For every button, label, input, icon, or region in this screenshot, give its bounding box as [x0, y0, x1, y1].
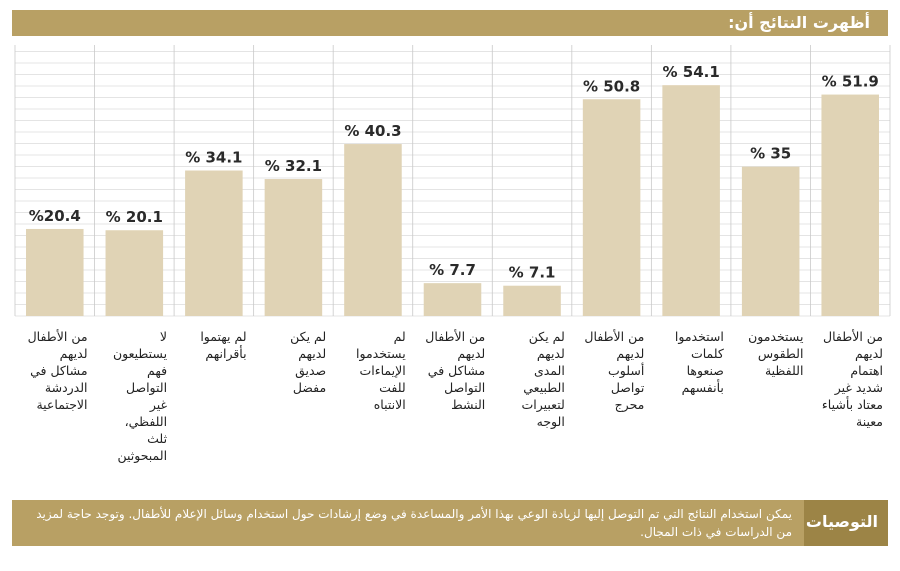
category-label: استخدموا كلمات صنعوها بأنفسهم	[674, 329, 724, 395]
bar-value-label: % 7.1	[509, 264, 556, 282]
recommendations-text: يمكن استخدام النتائج التي تم التوصل إليه…	[36, 507, 792, 539]
category-label: لم يكن لديهم صديق مفضل	[290, 329, 327, 395]
bar	[582, 99, 641, 317]
bar	[741, 166, 800, 316]
bar-chart: %20.4 % 20.1 % 34.1 % 32.1 % 40.3 % 7.7 % 7.1%…	[14, 45, 891, 317]
bar-value-label: % 54.1	[663, 63, 720, 81]
bar	[185, 170, 243, 316]
bar	[264, 179, 323, 316]
bar	[821, 94, 879, 316]
bar-value-label: % 7.7	[429, 261, 476, 279]
category-label: لم يستخدموا الإيماءات للفت الانتباه	[356, 329, 406, 412]
bar-value-label: % 20.1	[106, 208, 163, 226]
category-label: من الأطفال لديهم مشاكل في التواصل النشط	[425, 329, 486, 412]
bar	[423, 283, 482, 316]
recommendations-bar: يمكن استخدام النتائج التي تم التوصل إليه…	[12, 500, 888, 546]
category-label: من الأطفال لديهم أسلوب تواصل محرج	[584, 329, 645, 412]
bar	[662, 85, 720, 316]
bar-value-label: %20.4	[29, 207, 81, 225]
category-label: لم يهتموا بأقرانهم	[200, 329, 247, 361]
bar	[105, 230, 164, 316]
bar	[26, 228, 84, 316]
category-label: من الأطفال لديهم مشاكل في الدردشة الاجتم…	[27, 329, 88, 412]
bar-value-label: % 34.1	[185, 149, 242, 167]
category-label: من الأطفال لديهم اهتمام شديد غير معتاد ب…	[821, 329, 883, 429]
bar-value-label: % 51.9	[822, 73, 879, 91]
bar-value-label: % 32.1	[265, 157, 322, 175]
bar	[344, 144, 402, 316]
bar-value-label: % 40.3	[344, 122, 401, 140]
bar-value-label: % 35	[750, 145, 791, 163]
category-label: يستخدمون الطقوس اللفظية	[748, 329, 804, 378]
recommendations-tag: التوصيات	[804, 500, 888, 546]
chart-title: أظهرت النتائج أن:	[728, 13, 870, 32]
bar-value-label: % 50.8	[583, 77, 640, 95]
bar	[503, 285, 561, 316]
recommendations-tag-label: التوصيات	[805, 512, 878, 531]
category-label: لم يكن لديهم المدى الطبيعي لتعبيرات الوج…	[521, 329, 565, 429]
category-label: لا يستطيعون فهم التواصل غير اللفظي، ثلث …	[112, 329, 168, 463]
header-bar: أظهرت النتائج أن:	[12, 10, 888, 36]
